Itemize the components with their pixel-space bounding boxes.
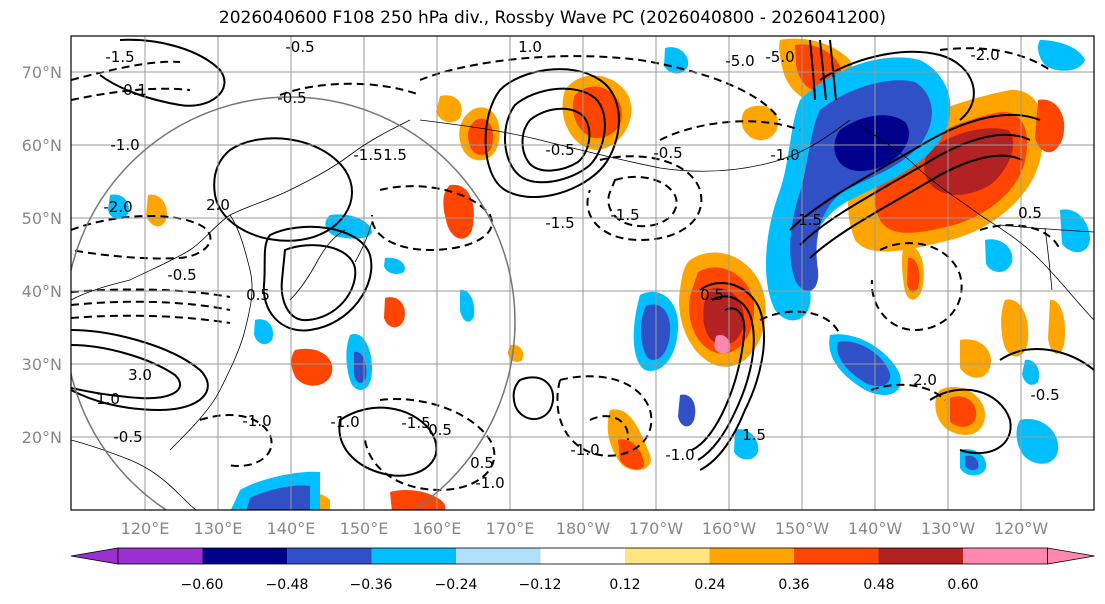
colorbar-segment — [878, 548, 964, 564]
lat-tick-label: 20°N — [22, 428, 62, 447]
lon-tick-label: 170°W — [629, 519, 684, 538]
contour-label: -1.0 — [770, 146, 799, 164]
colorbar-tick-label: −0.60 — [181, 577, 224, 593]
contour-labels: -1.5-0.5 1.0-5.0 -5.00.1 -0.5-1.0-0.50.5-1.… — [96, 38, 1060, 492]
colorbar-tick-label: −0.12 — [519, 577, 562, 593]
lat-tick-label: 50°N — [22, 209, 62, 228]
colorbar-segment — [371, 548, 457, 564]
lon-tick-label: 150°E — [340, 519, 389, 538]
contour-label: -1.0 — [475, 474, 504, 492]
colorbar-frame — [117, 547, 1048, 565]
colorbar-tick-label: 0.60 — [947, 577, 978, 593]
lon-tick-label: 130°W — [921, 519, 976, 538]
contour-label: -2.0 — [970, 46, 999, 64]
lon-tick-label: 120°W — [994, 519, 1049, 538]
lon-tick-label: 150°W — [775, 519, 830, 538]
contour-label: -0.5 — [653, 144, 682, 162]
lat-tick-labels: 70°N 60°N 50°N 40°N 30°N 20°N — [22, 63, 62, 447]
radius-circle — [71, 96, 516, 510]
colorbar-tick-label: −0.48 — [266, 577, 309, 593]
contour-label: 1.5 — [742, 426, 766, 444]
lon-tick-label: 160°W — [702, 519, 757, 538]
colorbar-tick-label: −0.36 — [350, 577, 393, 593]
contour-label: 1.0 — [96, 390, 120, 408]
contour-label: 0.5 — [1018, 204, 1042, 222]
colorbar-segment — [287, 548, 372, 564]
contour-label: -1.5 — [105, 48, 134, 66]
colorbar-extend-high — [1047, 547, 1095, 565]
lon-tick-label: 170°E — [486, 519, 535, 538]
contour-label: -1.0 — [330, 413, 359, 431]
colorbar-tick-label: 0.12 — [609, 577, 640, 593]
contour-label: 0.5 — [700, 286, 724, 304]
contour-label: -0.5 — [1030, 386, 1059, 404]
contour-label: -0.5 — [113, 428, 142, 446]
map-field — [71, 36, 1094, 510]
map-title: 2026040600 F108 250 hPa div., Rossby Wav… — [218, 8, 887, 28]
contour-label: -0.5 — [285, 38, 314, 56]
contour-label: -1.0 — [242, 412, 271, 430]
colorbar-tick-label: 0.48 — [863, 577, 894, 593]
lon-tick-label: 140°W — [848, 519, 903, 538]
colorbar-segment — [794, 548, 879, 564]
lat-tick-label: 30°N — [22, 355, 62, 374]
lon-tick-labels: 120°E 130°E 140°E 150°E 160°E 170°E 180°… — [121, 519, 1049, 538]
contour-label: -0.5 — [167, 266, 196, 284]
contour-label: 0.5 — [470, 454, 494, 472]
colorbar-segment — [540, 548, 626, 564]
colorbar-tick-labels: −0.60 −0.48 −0.36 −0.24 −0.12 0.12 0.24 … — [181, 577, 979, 593]
colorbar-segment — [625, 548, 710, 564]
contour-label: -5.0 — [765, 48, 794, 66]
contour-label: -0.5 — [545, 141, 574, 159]
contour-label: -0.5 — [277, 89, 306, 107]
contour-label: 1.5 — [798, 211, 822, 229]
contour-label: 0.5 — [246, 286, 270, 304]
colorbar-tick-label: 0.24 — [694, 577, 725, 593]
lat-tick-label: 40°N — [22, 282, 62, 301]
positive-contours — [71, 38, 1094, 477]
lon-tick-label: 130°E — [194, 519, 243, 538]
lon-tick-label: 140°E — [267, 519, 316, 538]
contour-label: -1.0 — [110, 136, 139, 154]
contour-label: 3.0 — [128, 366, 152, 384]
lon-tick-label: 120°E — [121, 519, 170, 538]
lat-tick-label: 60°N — [22, 136, 62, 155]
colorbar-segment — [709, 548, 795, 564]
contour-label: -1.0 — [665, 446, 694, 464]
colorbar-tick-label: 0.36 — [778, 577, 809, 593]
negative-contours — [71, 47, 1061, 492]
contour-label: 2.0 — [913, 371, 937, 389]
contour-label: 1.0 — [518, 38, 542, 56]
lon-tick-label: 160°E — [413, 519, 462, 538]
colorbar-tick-label: −0.24 — [435, 577, 478, 593]
contour-label: 0.5 — [428, 421, 452, 439]
map-frame — [70, 35, 1095, 511]
colorbar-segment — [118, 548, 203, 564]
coastlines — [71, 119, 1094, 510]
contour-label: 0.1 — [123, 81, 147, 99]
colorbar-segment — [456, 548, 541, 564]
contour-label: -2.0 — [103, 198, 132, 216]
contour-label: 1.5 — [383, 146, 407, 164]
lat-tick-label: 70°N — [22, 63, 62, 82]
contour-label: -1.5 — [401, 414, 430, 432]
contour-label: -5.0 — [725, 52, 754, 70]
colorbar: −0.60 −0.48 −0.36 −0.24 −0.12 0.12 0.24 … — [70, 547, 1095, 593]
contour-label: -1.0 — [570, 441, 599, 459]
colorbar-segment — [202, 548, 288, 564]
contour-label: 2.0 — [206, 196, 230, 214]
colorbar-extend-low — [70, 547, 119, 565]
lon-tick-label: 180°W — [556, 519, 611, 538]
contour-label: -1.5 — [610, 206, 639, 224]
contour-label: -1.5 — [545, 214, 574, 232]
contour-label: -1.5 — [353, 146, 382, 164]
colorbar-segment — [963, 548, 1048, 564]
